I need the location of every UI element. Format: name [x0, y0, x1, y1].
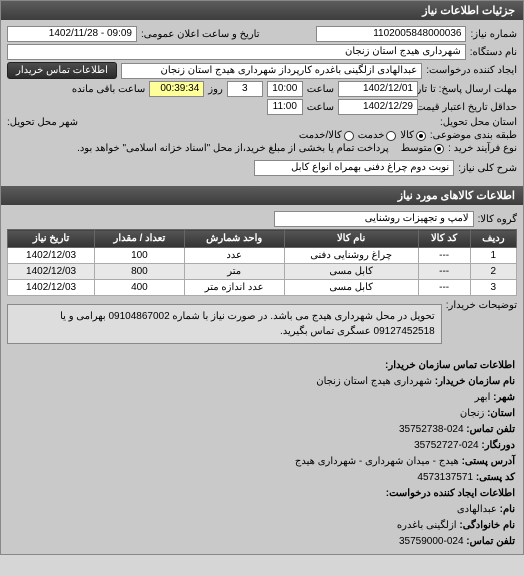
- remain-time: 00:39:34: [149, 81, 204, 97]
- col-header: تعداد / مقدار: [95, 230, 185, 248]
- radio-goods[interactable]: کالا: [400, 130, 426, 141]
- c-last-lbl: نام خانوادگی:: [459, 520, 515, 531]
- c-fax-lbl: دورنگار:: [481, 440, 515, 451]
- validity-label: حداقل تاریخ اعتبار قیمت: تا تاریخ:: [422, 102, 517, 113]
- c-tel2-lbl: تلفن تماس:: [466, 536, 515, 547]
- table-cell: 1: [470, 248, 516, 264]
- deadline-date: 1402/12/01: [338, 81, 418, 97]
- contact-header: اطلاعات تماس سازمان خریدار:: [385, 360, 515, 371]
- table-cell: 2: [470, 264, 516, 280]
- c-name-lbl: نام:: [500, 504, 515, 515]
- req-header: اطلاعات ایجاد کننده درخواست:: [386, 488, 515, 499]
- validity-date: 1402/12/29: [338, 99, 418, 115]
- province-label: استان محل تحویل:: [440, 117, 517, 128]
- process-label: نوع فرآیند خرید :: [448, 143, 517, 154]
- c-fax: 024-35752727: [414, 440, 479, 451]
- table-cell: 1402/12/03: [8, 248, 95, 264]
- radio-both-label: کالا/خدمت: [299, 130, 342, 141]
- remain-lbl: ساعت باقی مانده: [72, 84, 145, 95]
- col-header: واحد شمارش: [184, 230, 284, 248]
- items-header: اطلاعات کالاهای مورد نیاز: [1, 186, 523, 205]
- table-cell: ---: [418, 248, 470, 264]
- c-tel2: 024-35759000: [399, 536, 464, 547]
- day-lbl: روز: [208, 84, 223, 95]
- c-org-lbl: نام سازمان خریدار:: [435, 376, 515, 387]
- requester-label: ایجاد کننده درخواست:: [426, 65, 517, 76]
- city-label: شهر محل تحویل:: [7, 117, 78, 128]
- validity-time: 11:00: [267, 99, 303, 115]
- group-value: لامپ و تجهیزات روشنایی: [274, 211, 474, 227]
- col-header: تاریخ نیاز: [8, 230, 95, 248]
- c-tel-lbl: تلفن تماس:: [466, 424, 515, 435]
- contact-buyer-button[interactable]: اطلاعات تماس خریدار: [7, 62, 117, 79]
- c-city-lbl: شهر:: [493, 392, 515, 403]
- announce-label: تاریخ و ساعت اعلان عمومی:: [141, 29, 260, 40]
- table-cell: کابل مسی: [284, 280, 418, 296]
- radio-goods-label: کالا: [400, 130, 414, 141]
- table-cell: ---: [418, 280, 470, 296]
- c-addr: هیدج - میدان شهرداری - شهرداری هیدج: [295, 456, 459, 467]
- table-row: 3---کابل مسیعدد اندازه متر4001402/12/03: [8, 280, 517, 296]
- need-info-section: شماره نیاز: 1102005848000036 تاریخ و ساع…: [1, 20, 523, 182]
- c-name: عبدالهادی: [457, 504, 497, 515]
- radio-both[interactable]: کالا/خدمت: [299, 130, 354, 141]
- radio-mid[interactable]: متوسط: [401, 143, 444, 154]
- subject-label: شرح کلی نیاز:: [458, 163, 517, 174]
- radio-mid-label: متوسط: [401, 143, 432, 154]
- table-cell: 1402/12/03: [8, 264, 95, 280]
- buyer-desc: تحویل در محل شهرداری هیدج می باشد. در صو…: [7, 304, 442, 344]
- c-org: شهرداری هیدج استان زنجان: [316, 376, 432, 387]
- c-post: 4573137571: [417, 472, 473, 483]
- table-cell: چراغ روشنایی دفنی: [284, 248, 418, 264]
- org-value: شهرداری هیدج استان زنجان: [7, 44, 466, 60]
- table-cell: عدد اندازه متر: [184, 280, 284, 296]
- announce-value: 09:09 - 1402/11/28: [7, 26, 137, 42]
- table-cell: 100: [95, 248, 185, 264]
- col-header: کد کالا: [418, 230, 470, 248]
- table-cell: متر: [184, 264, 284, 280]
- table-cell: 3: [470, 280, 516, 296]
- process-note: پرداخت تمام یا بخشی از مبلغ خرید،از محل …: [77, 143, 389, 154]
- table-cell: ---: [418, 264, 470, 280]
- deadline-time: 10:00: [267, 81, 303, 97]
- requester-value: عبدالهادی ازلگینی باغدره کارپرداز شهردار…: [121, 63, 422, 79]
- group-label: گروه کالا:: [478, 214, 517, 225]
- table-cell: کابل مسی: [284, 264, 418, 280]
- items-section: گروه کالا: لامپ و تجهیزات روشنایی ردیفکد…: [1, 205, 523, 354]
- budget-label: طبقه بندی موضوعی:: [430, 130, 517, 141]
- main-panel: جزئیات اطلاعات نیاز شماره نیاز: 11020058…: [0, 0, 524, 555]
- contact-block: اطلاعات تماس سازمان خریدار: نام سازمان خ…: [1, 354, 523, 554]
- c-addr-lbl: آدرس پستی:: [462, 456, 515, 467]
- org-label: نام دستگاه:: [470, 47, 517, 58]
- need-number: 1102005848000036: [316, 26, 466, 42]
- c-prov: زنجان: [460, 408, 484, 419]
- table-cell: عدد: [184, 248, 284, 264]
- col-header: ردیف: [470, 230, 516, 248]
- deadline-label: مهلت ارسال پاسخ: تا تاریخ:: [422, 84, 517, 95]
- c-city: ابهر: [475, 392, 491, 403]
- radio-service-label: خدمت: [358, 130, 385, 141]
- subject-value: نوبت دوم چراغ دفنی بهمراه انواع کابل: [254, 160, 454, 176]
- days-left: 3: [227, 81, 263, 97]
- radio-service[interactable]: خدمت: [358, 130, 397, 141]
- col-header: نام کالا: [284, 230, 418, 248]
- table-cell: 400: [95, 280, 185, 296]
- c-tel: 024-35752738: [399, 424, 464, 435]
- items-table: ردیفکد کالانام کالاواحد شمارشتعداد / مقد…: [7, 229, 517, 296]
- c-last: ازلگینی باغدره: [397, 520, 457, 531]
- table-cell: 1402/12/03: [8, 280, 95, 296]
- c-prov-lbl: استان:: [487, 408, 515, 419]
- deadline-time-lbl: ساعت: [307, 84, 334, 95]
- panel-title: جزئیات اطلاعات نیاز: [1, 1, 523, 20]
- table-row: 2---کابل مسیمتر8001402/12/03: [8, 264, 517, 280]
- validity-time-lbl: ساعت: [307, 102, 334, 113]
- buyer-desc-label: توضیحات خریدار:: [446, 300, 517, 311]
- c-post-lbl: کد پستی:: [476, 472, 515, 483]
- table-cell: 800: [95, 264, 185, 280]
- table-row: 1---چراغ روشنایی دفنیعدد1001402/12/03: [8, 248, 517, 264]
- need-number-label: شماره نیاز:: [470, 29, 517, 40]
